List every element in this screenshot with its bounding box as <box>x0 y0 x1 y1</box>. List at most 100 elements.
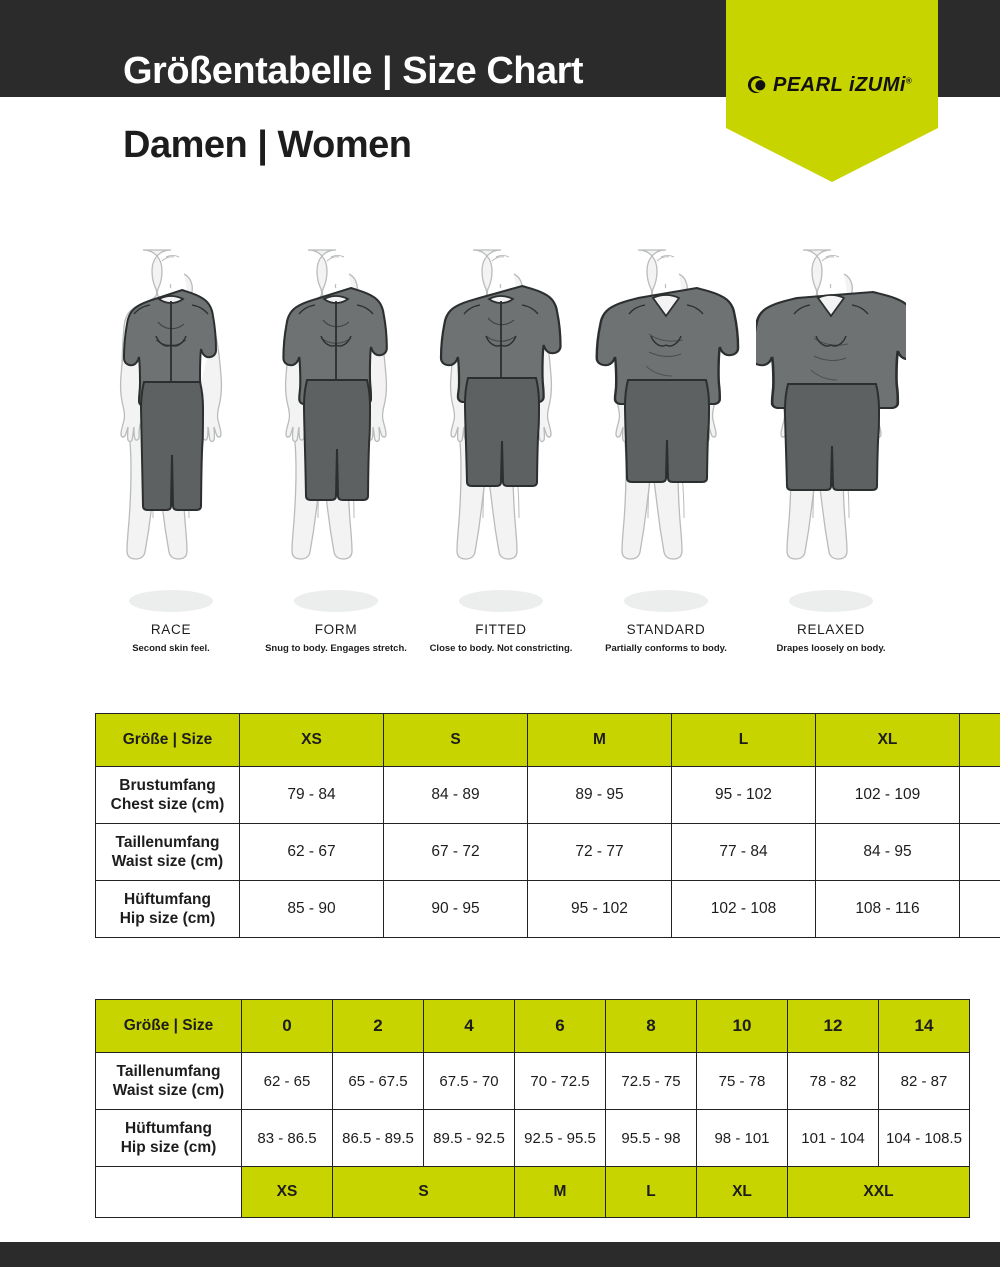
figure-art-race <box>119 249 223 612</box>
measure-value: 89 - 95 <box>527 766 672 824</box>
registered-mark: ® <box>905 76 913 86</box>
table-row: Hüftumfang Hip size (cm) 83 - 86.5 86.5 - 8… <box>95 1109 970 1167</box>
size-header-xxl: XXL <box>959 713 1000 767</box>
measure-value: 67.5 - 70 <box>423 1052 515 1110</box>
measure-value: 75 - 78 <box>696 1052 788 1110</box>
measure-value: 82 - 87 <box>878 1052 970 1110</box>
alpha-size-strip-row: XS S M L XL XXL <box>95 1166 970 1218</box>
size-header-l: L <box>671 713 816 767</box>
table-header-row: Größe | Size 0 2 4 6 8 10 12 14 <box>95 999 970 1053</box>
footer-band <box>0 1242 1000 1267</box>
page-subtitle: Damen | Women <box>123 124 412 166</box>
alpha-size-s: S <box>332 1166 515 1218</box>
measure-value: 116 - 126 <box>959 880 1000 938</box>
alpha-size-xxl: XXL <box>787 1166 970 1218</box>
alpha-size-xs: XS <box>241 1166 333 1218</box>
figure-art-fitted <box>439 249 562 612</box>
size-header-xs: XS <box>239 713 384 767</box>
title-block: Größentabelle | Size Chart Damen | Women <box>123 52 723 164</box>
measure-value: 79 - 84 <box>239 766 384 824</box>
brand-wordmark: PEARL iZUMi® <box>773 74 913 96</box>
figure-art-relaxed <box>756 249 906 612</box>
fit-name: FORM <box>314 622 358 637</box>
size-header-8: 8 <box>605 999 697 1053</box>
fit-name: FITTED <box>475 622 527 637</box>
measure-value: 90 - 95 <box>383 880 528 938</box>
figure-art-standard <box>595 249 740 612</box>
measure-value: 72 - 77 <box>527 823 672 881</box>
size-header-m: M <box>527 713 672 767</box>
measure-value: 108 - 116 <box>815 880 960 938</box>
fit-description: Drapes loosely on body. <box>776 643 886 654</box>
measure-value: 72.5 - 75 <box>605 1052 697 1110</box>
measure-label: Taillenumfang Waist size (cm) <box>95 823 240 881</box>
fit-illustrations-row: RACE Second skin feel. FORM Snug to body… <box>96 228 906 668</box>
table-row: Taillenumfang Waist size (cm) 62 - 65 65 - … <box>95 1052 970 1110</box>
table-row: Taillenumfang Waist size (cm) 62 - 67 67 - … <box>95 823 1000 881</box>
fit-description: Close to body. Not constricting. <box>429 643 573 654</box>
fit-illustration-fitted: FITTED Close to body. Not constricting. <box>426 228 576 654</box>
fit-description: Second skin feel. <box>132 643 210 654</box>
measure-value: 70 - 72.5 <box>514 1052 606 1110</box>
size-header-2: 2 <box>332 999 424 1053</box>
measure-value: 102 - 109 <box>815 766 960 824</box>
fit-illustration-standard: STANDARD Partially conforms to body. <box>591 228 741 654</box>
page-title: Größentabelle | Size Chart <box>123 52 723 90</box>
measure-value: 95 - 107 <box>959 823 1000 881</box>
fit-illustration-relaxed: RELAXED Drapes loosely on body. <box>756 228 906 654</box>
measure-value: 89.5 - 92.5 <box>423 1109 515 1167</box>
measure-value: 95 - 102 <box>527 880 672 938</box>
alpha-size-m: M <box>514 1166 606 1218</box>
size-header-12: 12 <box>787 999 879 1053</box>
measure-value: 65 - 67.5 <box>332 1052 424 1110</box>
measure-value: 84 - 95 <box>815 823 960 881</box>
measure-value: 67 - 72 <box>383 823 528 881</box>
fit-name: RELAXED <box>797 622 865 637</box>
measure-value: 62 - 67 <box>239 823 384 881</box>
size-header-6: 6 <box>514 999 606 1053</box>
size-header-14: 14 <box>878 999 970 1053</box>
measure-value: 102 - 108 <box>671 880 816 938</box>
fit-illustration-form: FORM Snug to body. Engages stretch. <box>261 228 411 654</box>
table-row: Brustumfang Chest size (cm) 79 - 84 84 - 89… <box>95 766 1000 824</box>
strip-spacer <box>95 1166 242 1218</box>
alpha-size-table: Größe | SizeXSSMLXLXXLBrustumfangChest s… <box>95 713 1000 938</box>
measure-value: 101 - 104 <box>787 1109 879 1167</box>
measure-label: Taillenumfang Waist size (cm) <box>95 1052 242 1110</box>
measure-value: 92.5 - 95.5 <box>514 1109 606 1167</box>
size-header-s: S <box>383 713 528 767</box>
measure-value: 62 - 65 <box>241 1052 333 1110</box>
measure-label: Hüftumfang Hip size (cm) <box>95 880 240 938</box>
fit-description: Snug to body. Engages stretch. <box>265 643 407 654</box>
size-header-4: 4 <box>423 999 515 1053</box>
pearl-izumi-mark-icon <box>747 76 766 93</box>
alpha-size-table-body: Größe | SizeXSSMLXLXXLBrustumfangChest s… <box>95 713 1000 938</box>
size-header-xl: XL <box>815 713 960 767</box>
fit-name: STANDARD <box>626 622 706 637</box>
measure-value: 104 - 108.5 <box>878 1109 970 1167</box>
figure-art-form <box>282 249 388 612</box>
size-header-label: Größe | Size <box>95 999 242 1053</box>
measure-value: 84 - 89 <box>383 766 528 824</box>
measure-value: 85 - 90 <box>239 880 384 938</box>
measure-value: 98 - 101 <box>696 1109 788 1167</box>
measure-label: Hüftumfang Hip size (cm) <box>95 1109 242 1167</box>
table-row: Hüftumfang Hip size (cm) 85 - 90 90 - 95 95 … <box>95 880 1000 938</box>
fit-description: Partially conforms to body. <box>605 643 727 654</box>
measure-value: 77 - 84 <box>671 823 816 881</box>
measure-value: 95 - 102 <box>671 766 816 824</box>
numeric-size-table: Größe | Size 0 2 4 6 8 10 12 14 Taillenumfang Wais… <box>95 999 970 1218</box>
measure-value: 109 - 119 <box>959 766 1000 824</box>
brand-logo: PEARL iZUMi® <box>744 68 924 102</box>
alpha-size-xl: XL <box>696 1166 788 1218</box>
measure-value: 83 - 86.5 <box>241 1109 333 1167</box>
fit-illustration-race: RACE Second skin feel. <box>96 228 246 654</box>
size-header-10: 10 <box>696 999 788 1053</box>
fit-name: RACE <box>150 622 192 637</box>
alpha-size-l: L <box>605 1166 697 1218</box>
numeric-size-table-body: Größe | Size 0 2 4 6 8 10 12 14 Taillenumfang Wais… <box>95 999 970 1218</box>
measure-label: Brustumfang Chest size (cm) <box>95 766 240 824</box>
table-header-row: Größe | SizeXSSMLXLXXL <box>95 713 1000 767</box>
measure-value: 78 - 82 <box>787 1052 879 1110</box>
size-header-label: Größe | Size <box>95 713 240 767</box>
